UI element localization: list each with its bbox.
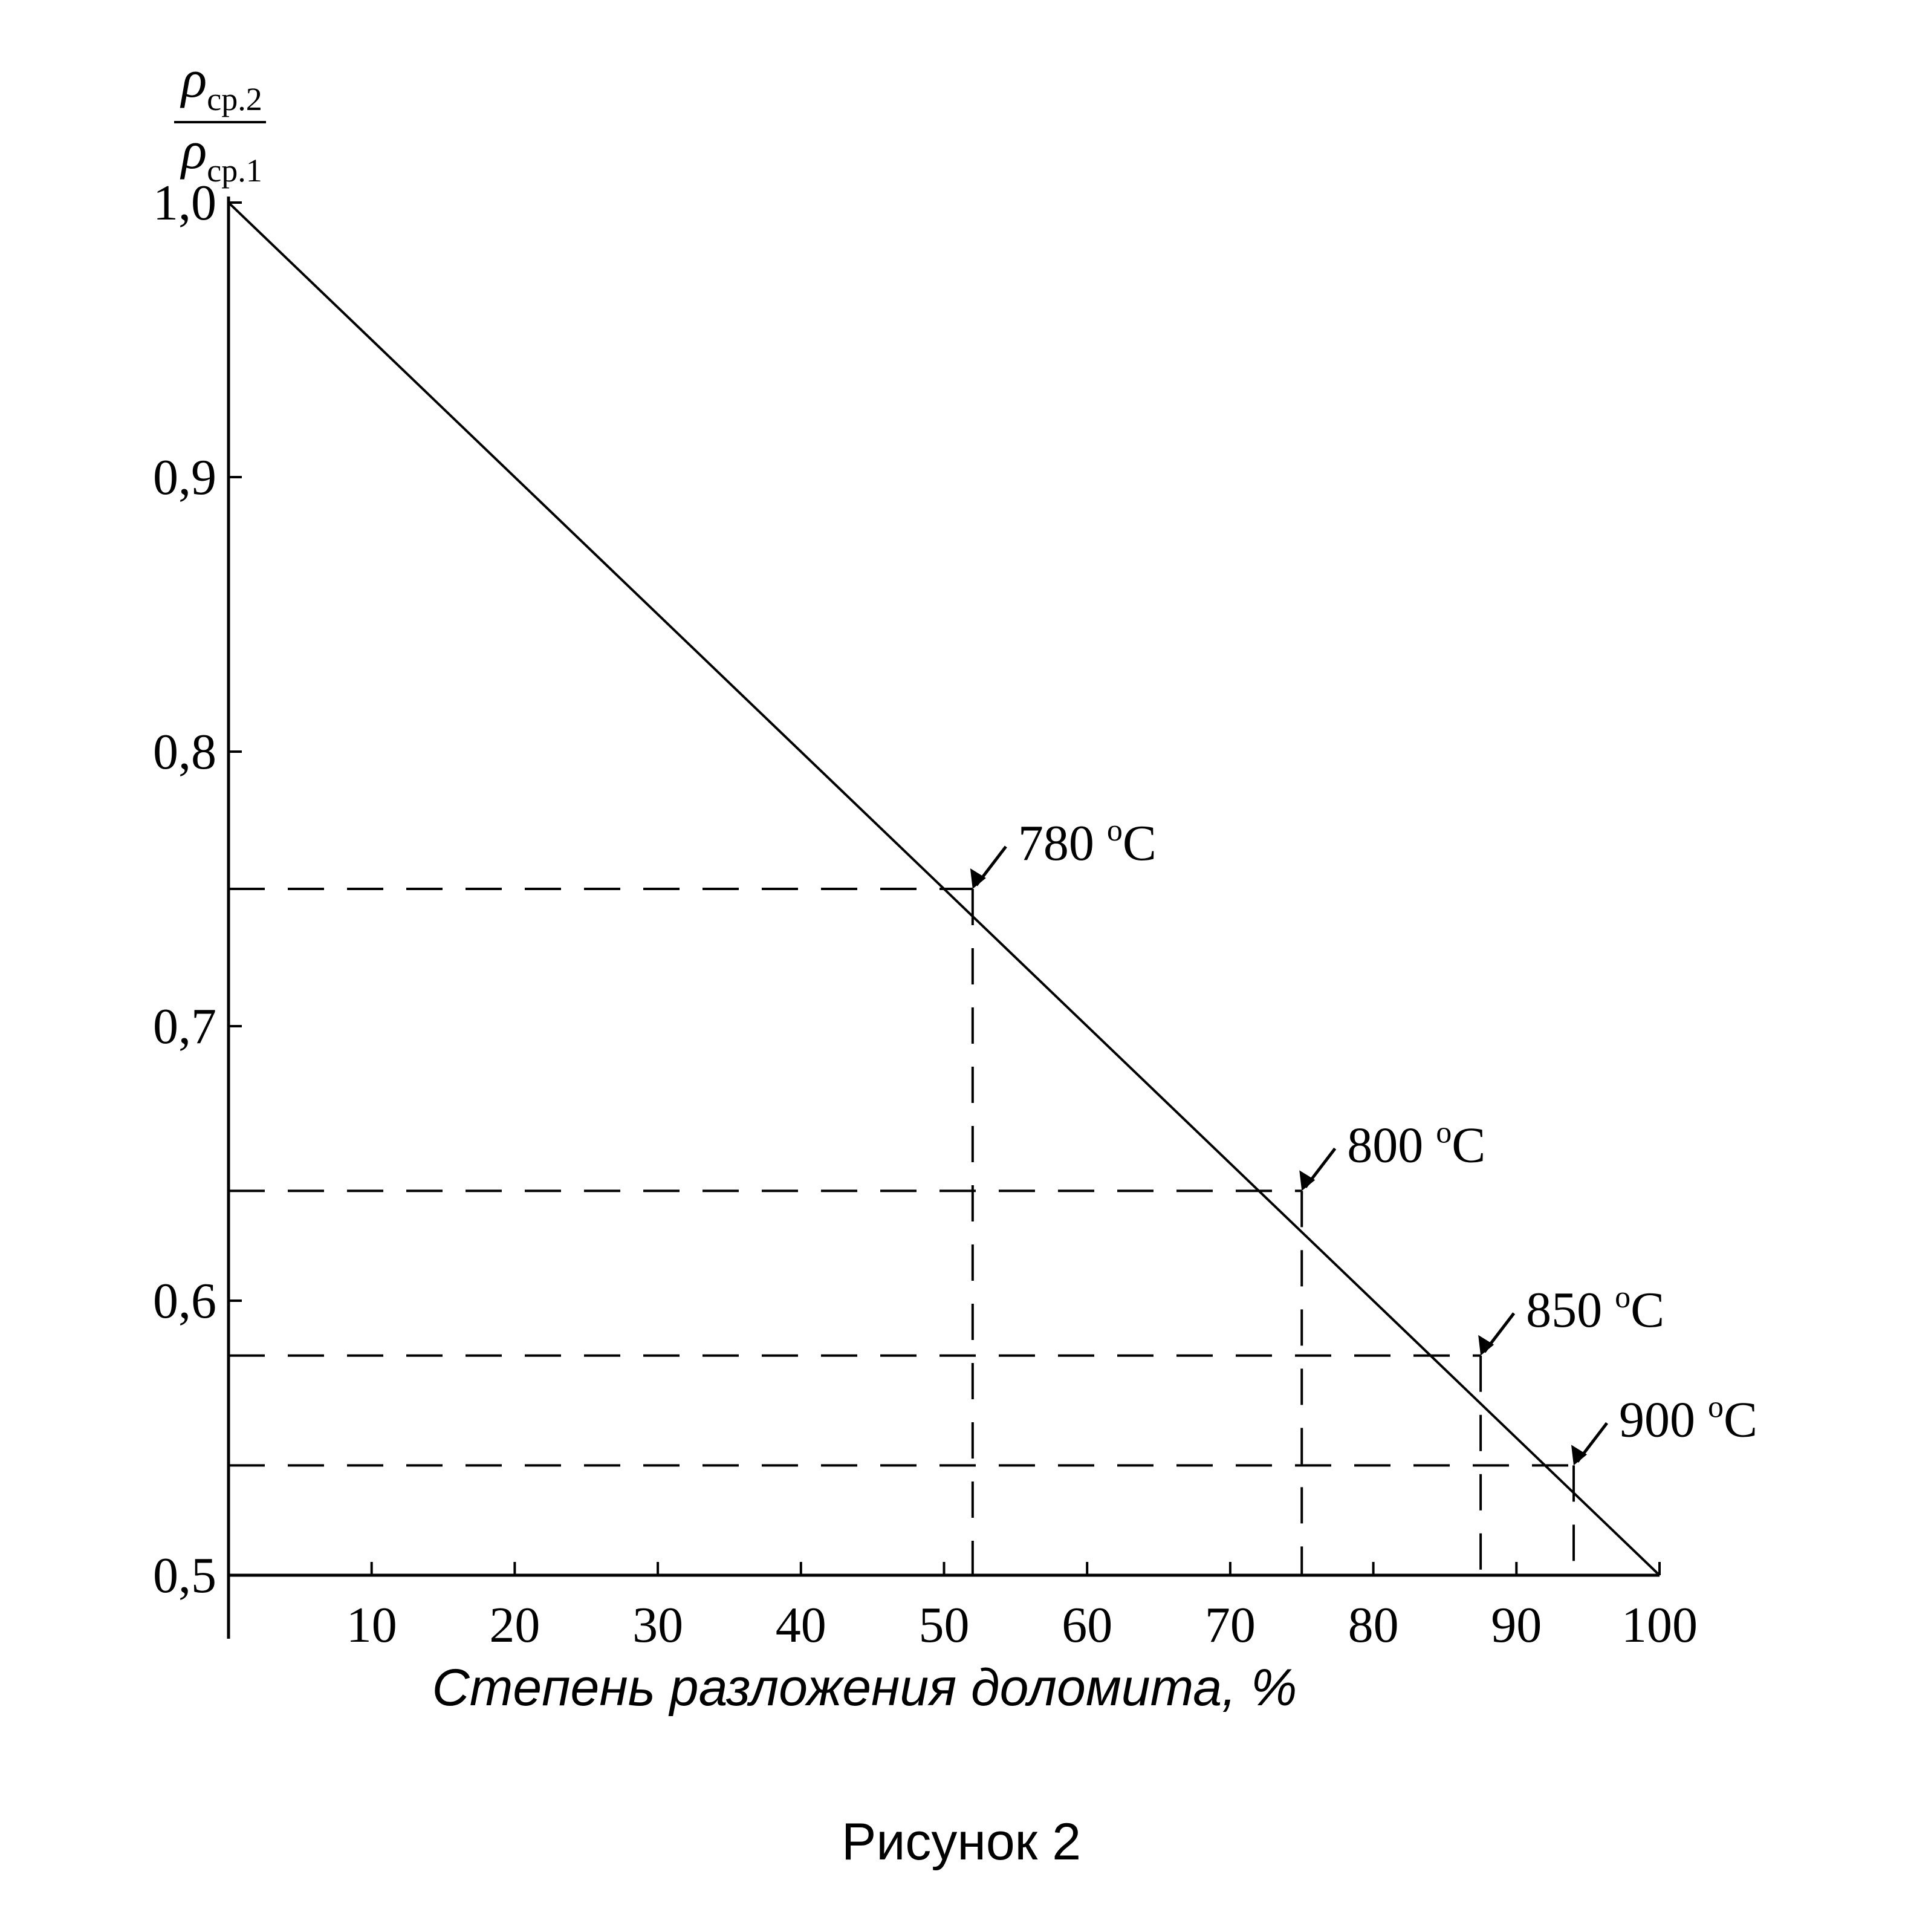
- annotation-arrowhead: [970, 868, 986, 889]
- annotation-value: 850: [1526, 1282, 1615, 1338]
- annotation-arrowhead: [1299, 1170, 1316, 1191]
- x-tick-label: 100: [1621, 1597, 1698, 1653]
- x-tick-label: 50: [919, 1597, 970, 1653]
- y-label-num-symbol: ρ: [180, 50, 207, 109]
- y-label-num-sub: ср.2: [207, 81, 262, 117]
- y-tick-label: 0,6: [153, 1273, 216, 1329]
- annotation-label: 850 oC: [1526, 1280, 1664, 1338]
- y-label-den-symbol: ρ: [180, 122, 207, 180]
- series-line: [227, 201, 1661, 1576]
- y-tick-label: 0,7: [153, 998, 216, 1055]
- y-axis-label-numerator: ρср.2: [180, 50, 262, 117]
- y-axis-label-denominator: ρср.1: [180, 122, 262, 189]
- annotation-unit: C: [1123, 815, 1157, 871]
- annotation-unit: C: [1631, 1282, 1664, 1338]
- x-tick-label: 90: [1491, 1597, 1542, 1653]
- y-tick-label: 0,5: [153, 1547, 216, 1604]
- figure-caption: Рисунок 2: [842, 1813, 1081, 1871]
- ticks-layer: 0,5 0,6 0,7 0,8 0,9 1,0 10 20 30 40 50 60 70 80 90 100: [153, 175, 1698, 1653]
- annotation-degree: o: [1615, 1280, 1631, 1315]
- y-axis-label: ρср.2 ρср.1: [174, 50, 266, 189]
- x-tick-label: 70: [1205, 1597, 1256, 1653]
- x-tick-label: 20: [489, 1597, 540, 1653]
- x-tick-label: 80: [1348, 1597, 1399, 1653]
- x-tick-label: 40: [776, 1597, 826, 1653]
- y-tick-label: 1,0: [153, 175, 216, 231]
- annotation-arrowhead: [1571, 1445, 1587, 1466]
- annotation-unit: C: [1452, 1117, 1485, 1173]
- annotation-degree: o: [1436, 1115, 1452, 1150]
- annotation-degree: o: [1708, 1390, 1724, 1424]
- x-axis-label: Степень разложения доломита, %: [432, 1659, 1297, 1717]
- y-label-den-sub: ср.1: [207, 152, 262, 189]
- y-tick-label: 0,9: [153, 449, 216, 506]
- annotation-degree: o: [1107, 813, 1123, 848]
- annotation-unit: C: [1724, 1391, 1757, 1448]
- annotation-label: 780 oC: [1018, 813, 1157, 871]
- annotation-value: 900: [1619, 1391, 1708, 1448]
- series-layer: [227, 201, 1661, 1576]
- annotation-value: 800: [1347, 1117, 1436, 1173]
- x-tick-label: 10: [346, 1597, 397, 1653]
- x-tick-label: 60: [1062, 1597, 1112, 1653]
- annotation-value: 780: [1018, 815, 1107, 871]
- annotation-arrowhead: [1478, 1335, 1494, 1356]
- annotation-label: 800 oC: [1347, 1115, 1485, 1173]
- x-tick-label: 30: [632, 1597, 683, 1653]
- y-tick-label: 0,8: [153, 724, 216, 780]
- annotation-label: 900 oC: [1619, 1390, 1757, 1448]
- guides-layer: [229, 888, 1575, 1575]
